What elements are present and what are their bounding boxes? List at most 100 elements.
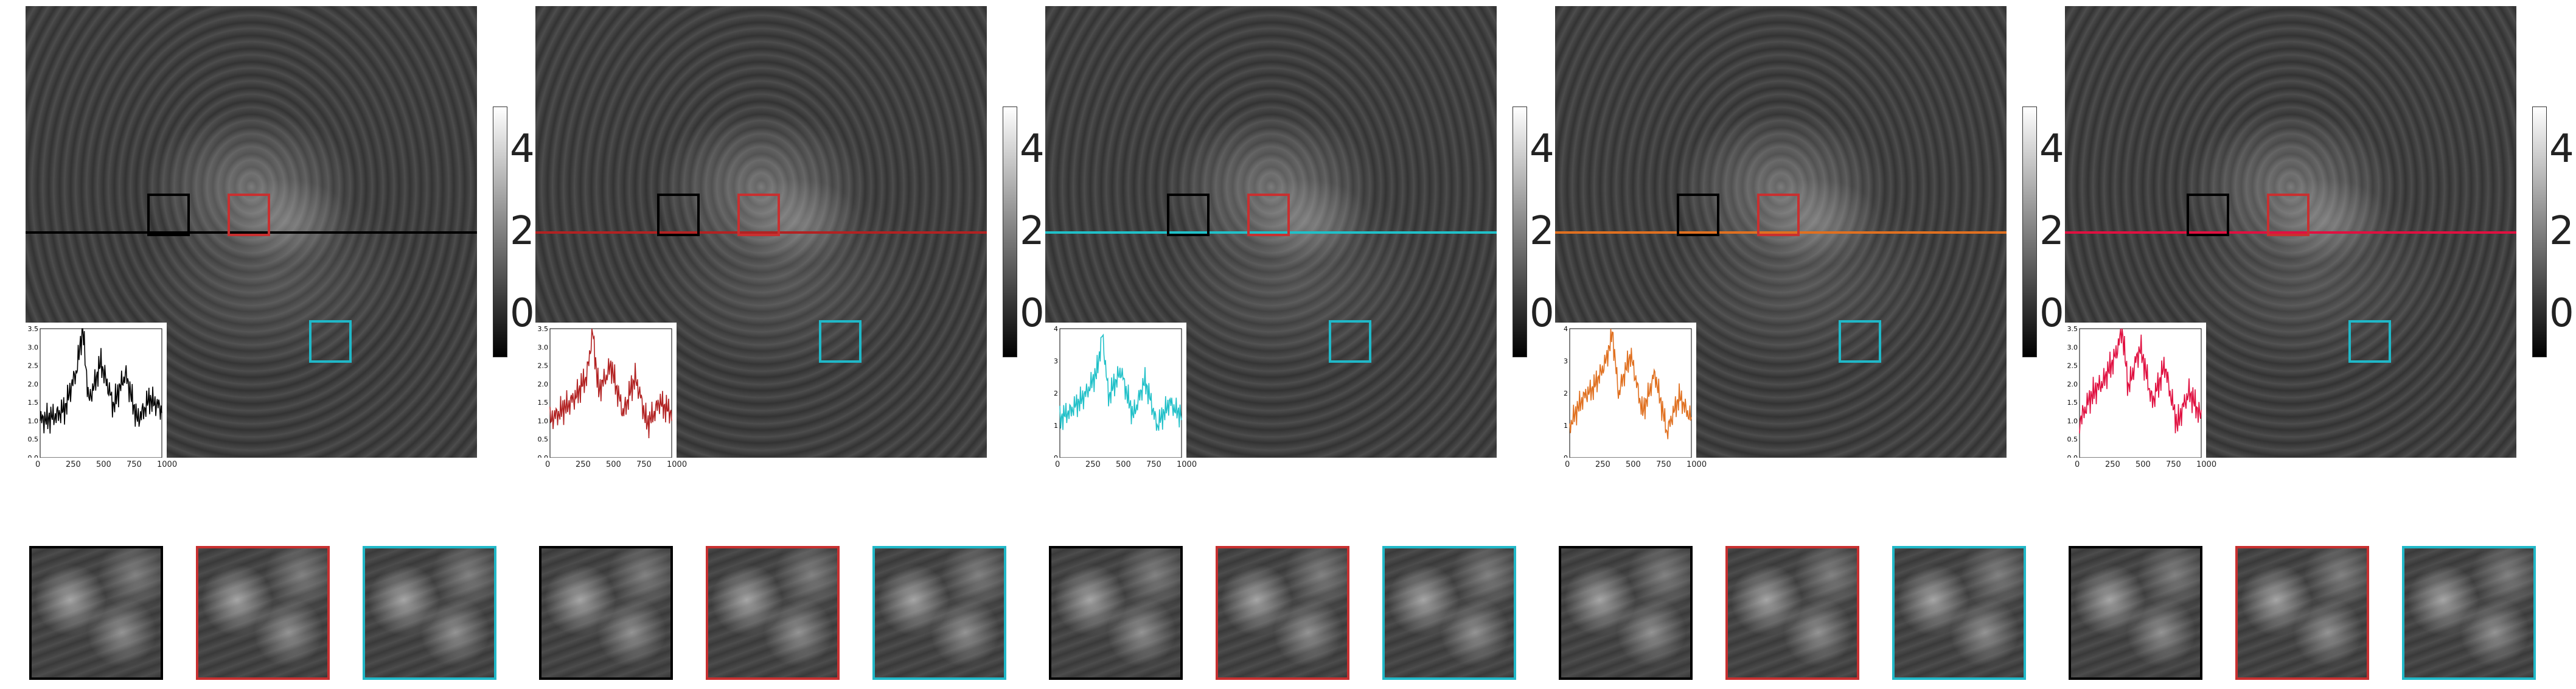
- roi-crop-1: [1049, 546, 1183, 680]
- inset-xtick: 750: [2166, 460, 2181, 469]
- profile-chart: 3.5 3.0 2.5 2.0 1.5 1.0 0.5 0.0: [2067, 325, 2202, 458]
- colorbar-tick: 4: [1020, 127, 1045, 172]
- inset-xtick: 0: [1565, 460, 1570, 469]
- colorbar-tick: 2: [1020, 209, 1045, 254]
- inset-ytick: 1.0: [538, 417, 549, 425]
- profile-chart: 4 3 2 1 0: [1054, 325, 1182, 458]
- inset-xtick: 1000: [1177, 460, 1197, 469]
- inset-axes: [549, 328, 672, 458]
- inset-ytick: 2.5: [28, 362, 39, 370]
- inset-ytick: 1.5: [2067, 399, 2078, 407]
- colorbar-tick: 2: [2039, 209, 2064, 254]
- roi-box-3: [2348, 320, 2391, 363]
- inset-xtick: 750: [127, 460, 142, 469]
- inset-ytick: 4: [1054, 325, 1058, 333]
- roi-box-1: [1677, 194, 1719, 236]
- inset-ytick: 3: [1564, 357, 1568, 365]
- reconstruction-image: 3.5 3.0 2.5 2.0 1.5 1.0 0.5 0.0: [2065, 6, 2516, 458]
- inset-ytick: 2: [1054, 390, 1058, 397]
- profile-line: [535, 231, 987, 234]
- roi-crops: [510, 546, 1015, 682]
- inset-ytick: 3.0: [538, 343, 549, 351]
- colorbar-ticks: 4 2 0: [1020, 107, 1068, 356]
- profile-inset: 4 3 2 1 0: [1555, 323, 1696, 458]
- profile-series-line: [40, 328, 162, 434]
- inset-xticks: 0 250 500 750 1000: [26, 460, 177, 474]
- inset-ytick: 3.5: [538, 325, 549, 333]
- roi-box-2: [228, 194, 270, 236]
- profile-line: [1045, 231, 1497, 234]
- panel-1: 3.5 3.0 2.5 2.0 1.5 1.0 0.5 0.0 0 250 500 750 1000 4 2…: [0, 0, 535, 680]
- inset-xtick: 500: [96, 460, 111, 469]
- inset-xtick: 250: [2105, 460, 2120, 469]
- roi-box-3: [819, 320, 862, 363]
- inset-ytick: 1.5: [538, 399, 549, 407]
- roi-crops: [2039, 546, 2544, 682]
- inset-ytick: 1: [1564, 422, 1568, 430]
- inset-ytick: 3.5: [28, 325, 39, 333]
- inset-xtick: 1000: [157, 460, 178, 469]
- panel-2: 3.5 3.0 2.5 2.0 1.5 1.0 0.5 0.0 0 250 500 750 1000 4 2…: [510, 0, 1045, 680]
- inset-ytick: 0.5: [28, 436, 39, 444]
- inset-xticks: 0 250 500 750 1000: [2065, 460, 2216, 474]
- inset-xtick: 0: [1055, 460, 1060, 469]
- inset-xtick: 1000: [1687, 460, 1707, 469]
- reconstruction-image: 3.5 3.0 2.5 2.0 1.5 1.0 0.5 0.0: [26, 6, 477, 458]
- profile-line: [2065, 231, 2516, 234]
- reconstruction-image: 4 3 2 1 0: [1555, 6, 2007, 458]
- roi-crop-2: [1725, 546, 1859, 680]
- profile-chart: 4 3 2 1 0: [1564, 325, 1692, 458]
- inset-ytick: 0: [1054, 454, 1058, 458]
- profile-series-line: [1059, 333, 1182, 431]
- inset-ytick: 1.0: [28, 417, 39, 425]
- colorbar: [2532, 107, 2547, 357]
- roi-box-3: [1329, 320, 1371, 363]
- inset-xtick: 0: [35, 460, 41, 469]
- inset-xtick: 250: [1085, 460, 1101, 469]
- roi-crops: [1020, 546, 1525, 682]
- inset-ytick: 0.5: [538, 436, 549, 444]
- profile-inset: 3.5 3.0 2.5 2.0 1.5 1.0 0.5 0.0: [535, 323, 677, 458]
- roi-box-1: [1167, 194, 1210, 236]
- colorbar-tick: 2: [1530, 209, 1554, 254]
- inset-xtick: 1000: [667, 460, 688, 469]
- colorbar-tick: 4: [510, 127, 535, 172]
- roi-box-2: [737, 194, 780, 236]
- roi-box-2: [1247, 194, 1290, 236]
- inset-xticks: 0 250 500 750 1000: [535, 460, 687, 474]
- roi-crop-3: [872, 546, 1006, 680]
- inset-xtick: 500: [606, 460, 621, 469]
- inset-xtick: 0: [2075, 460, 2080, 469]
- roi-box-1: [2187, 194, 2229, 236]
- profile-series-line: [549, 328, 672, 439]
- inset-ytick: 3.5: [2067, 325, 2078, 333]
- colorbar-tick: 0: [2549, 291, 2574, 336]
- roi-crop-3: [363, 546, 496, 680]
- inset-xtick: 750: [1656, 460, 1671, 469]
- colorbar: [1513, 107, 1527, 357]
- colorbar-tick: 0: [2039, 291, 2064, 336]
- roi-crop-1: [1559, 546, 1693, 680]
- profile-line: [1555, 231, 2007, 234]
- inset-ytick: 3: [1054, 357, 1058, 365]
- inset-xtick: 1000: [2196, 460, 2217, 469]
- roi-crops: [1530, 546, 2035, 682]
- inset-axes: [2079, 328, 2202, 458]
- profile-series-line: [2079, 328, 2202, 434]
- panel-5: 3.5 3.0 2.5 2.0 1.5 1.0 0.5 0.0 0 250 500 750 1000 4 2…: [2039, 0, 2574, 680]
- colorbar: [493, 107, 507, 357]
- colorbar-tick: 0: [510, 291, 535, 336]
- inset-axes: [1059, 328, 1182, 458]
- colorbar-ticks: 4 2 0: [2039, 107, 2088, 356]
- inset-xtick: 500: [1626, 460, 1641, 469]
- roi-box-3: [1839, 320, 1881, 363]
- roi-crop-2: [2235, 546, 2369, 680]
- roi-box-2: [1757, 194, 1800, 236]
- inset-xtick: 750: [636, 460, 652, 469]
- colorbar-tick: 4: [2039, 127, 2064, 172]
- reconstruction-image: 4 3 2 1 0: [1045, 6, 1497, 458]
- profile-line: [26, 231, 477, 234]
- inset-ytick: 1: [1054, 422, 1058, 430]
- roi-crop-2: [706, 546, 840, 680]
- inset-ytick: 2.0: [2067, 380, 2078, 388]
